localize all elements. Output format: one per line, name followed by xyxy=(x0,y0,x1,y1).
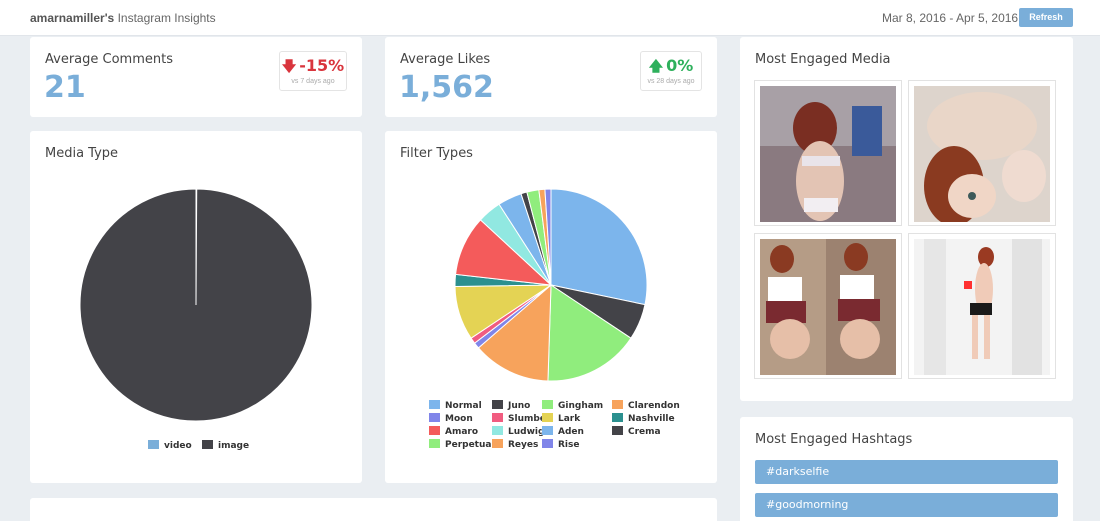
legend-label: Nashville xyxy=(628,414,675,424)
legend-swatch xyxy=(429,413,440,422)
legend-item-aden[interactable]: Aden xyxy=(542,426,584,437)
media-type-legend: video image xyxy=(148,440,288,454)
legend-item-amaro[interactable]: Amaro xyxy=(429,426,478,437)
likes-delta-value: 0% xyxy=(666,56,694,75)
legend-swatch xyxy=(492,426,503,435)
legend-label: Ludwig xyxy=(508,427,545,437)
legend-swatch xyxy=(148,440,159,449)
legend-item-clarendon[interactable]: Clarendon xyxy=(612,400,680,411)
media-type-pie-chart xyxy=(79,188,313,422)
legend-swatch xyxy=(492,400,503,409)
pie-slice-image[interactable] xyxy=(79,188,313,422)
legend-label: image xyxy=(218,441,250,451)
legend-item-lark[interactable]: Lark xyxy=(542,413,580,424)
pie-slice-gingham[interactable] xyxy=(547,284,632,382)
legend-swatch xyxy=(542,413,553,422)
pie-slice-normal[interactable] xyxy=(550,188,648,306)
comments-delta-value: -15% xyxy=(299,56,345,75)
legend-label: Normal xyxy=(445,401,482,411)
legend-item-image[interactable]: image xyxy=(202,440,249,451)
legend-swatch xyxy=(429,439,440,448)
legend-swatch xyxy=(492,413,503,422)
legend-label: Perpetua xyxy=(445,440,492,450)
media-thumbnail-1[interactable] xyxy=(754,80,902,226)
legend-swatch xyxy=(612,426,623,435)
arrow-up-icon: 🡅 xyxy=(648,59,664,75)
legend-label: Amaro xyxy=(445,427,479,437)
average-comments-title: Average Comments xyxy=(45,52,173,67)
date-range[interactable]: Mar 8, 2016 - Apr 5, 2016 xyxy=(882,11,1019,25)
filter-types-pie-chart xyxy=(454,188,648,382)
brand-title: Instagram Insights xyxy=(117,11,216,25)
legend-label: Juno xyxy=(508,401,531,411)
legend-swatch xyxy=(542,400,553,409)
legend-label: Clarendon xyxy=(628,401,680,411)
legend-label: Moon xyxy=(445,414,473,424)
average-comments-card: Average Comments 21 🡇 -15% vs 7 days ago xyxy=(30,37,362,117)
legend-label: Rise xyxy=(558,440,580,450)
legend-item-crema[interactable]: Crema xyxy=(612,426,661,437)
legend-swatch xyxy=(542,426,553,435)
media-thumbnail-3[interactable] xyxy=(754,233,902,379)
refresh-button[interactable]: Refresh xyxy=(1019,8,1073,27)
legend-item-nashville[interactable]: Nashville xyxy=(612,413,675,424)
legend-item-reyes[interactable]: Reyes xyxy=(492,439,538,450)
page-brand: amarnamiller's Instagram Insights xyxy=(30,11,216,25)
photo-thumbnail-icon xyxy=(760,239,896,375)
username: amarnamiller's xyxy=(30,11,115,25)
comments-delta-note: vs 7 days ago xyxy=(291,78,335,85)
likes-delta-badge: 🡅 0% vs 28 days ago xyxy=(640,51,702,91)
legend-swatch xyxy=(612,400,623,409)
legend-label: Gingham xyxy=(558,401,604,411)
legend-swatch xyxy=(542,439,553,448)
legend-item-juno[interactable]: Juno xyxy=(492,400,530,411)
most-engaged-hashtags-title: Most Engaged Hashtags xyxy=(755,432,913,447)
likes-delta-note: vs 28 days ago xyxy=(647,78,695,85)
pie-slice-clarendon[interactable] xyxy=(477,283,552,382)
legend-item-normal[interactable]: Normal xyxy=(429,400,482,411)
top-bar: amarnamiller's Instagram Insights Mar 8,… xyxy=(0,0,1100,36)
filter-types-legend: Normal Juno Gingham Clarendon Moon Slumber Lar… xyxy=(429,400,689,456)
hashtag-item[interactable]: #goodmorning xyxy=(755,493,1058,517)
average-likes-title: Average Likes xyxy=(400,52,491,67)
photo-thumbnail-icon xyxy=(914,86,1050,222)
media-thumbnail-4[interactable] xyxy=(908,233,1056,379)
legend-label: Slumber xyxy=(508,414,551,424)
legend-swatch xyxy=(429,400,440,409)
legend-item-gingham[interactable]: Gingham xyxy=(542,400,603,411)
photo-thumbnail-icon xyxy=(760,86,896,222)
legend-item-rise[interactable]: Rise xyxy=(542,439,579,450)
most-engaged-hashtags-card: Most Engaged Hashtags #darkselfie #goodm… xyxy=(740,417,1073,521)
comments-delta-badge: 🡇 -15% vs 7 days ago xyxy=(279,51,347,91)
legend-swatch xyxy=(429,426,440,435)
media-type-title: Media Type xyxy=(45,146,119,161)
legend-label: Crema xyxy=(628,427,661,437)
arrow-down-icon: 🡇 xyxy=(281,59,297,75)
hashtag-item[interactable]: #darkselfie xyxy=(755,460,1058,484)
average-likes-card: Average Likes 1,562 🡅 0% vs 28 days ago xyxy=(385,37,717,117)
average-comments-value: 21 xyxy=(44,70,86,105)
legend-label: Reyes xyxy=(508,440,539,450)
most-engaged-media-card: Most Engaged Media xyxy=(740,37,1073,401)
legend-item-moon[interactable]: Moon xyxy=(429,413,473,424)
media-type-card: Media Type video image xyxy=(30,131,362,483)
legend-item-slumber[interactable]: Slumber xyxy=(492,413,550,424)
legend-swatch xyxy=(612,413,623,422)
legend-item-video[interactable]: video xyxy=(148,440,192,451)
legend-swatch xyxy=(492,439,503,448)
legend-label: video xyxy=(164,441,192,451)
legend-label: Lark xyxy=(558,414,581,424)
filter-types-title: Filter Types xyxy=(400,146,473,161)
average-likes-value: 1,562 xyxy=(399,70,494,105)
legend-swatch xyxy=(202,440,213,449)
bottom-card xyxy=(30,498,717,521)
legend-label: Aden xyxy=(558,427,584,437)
most-engaged-media-title: Most Engaged Media xyxy=(755,52,891,67)
legend-item-ludwig[interactable]: Ludwig xyxy=(492,426,544,437)
photo-thumbnail-icon xyxy=(914,239,1050,375)
legend-item-perpetua[interactable]: Perpetua xyxy=(429,439,491,450)
filter-types-card: Filter Types Normal Juno Gingham Clarendon M… xyxy=(385,131,717,483)
media-thumbnail-2[interactable] xyxy=(908,80,1056,226)
pie-slice-rise[interactable] xyxy=(544,188,552,286)
